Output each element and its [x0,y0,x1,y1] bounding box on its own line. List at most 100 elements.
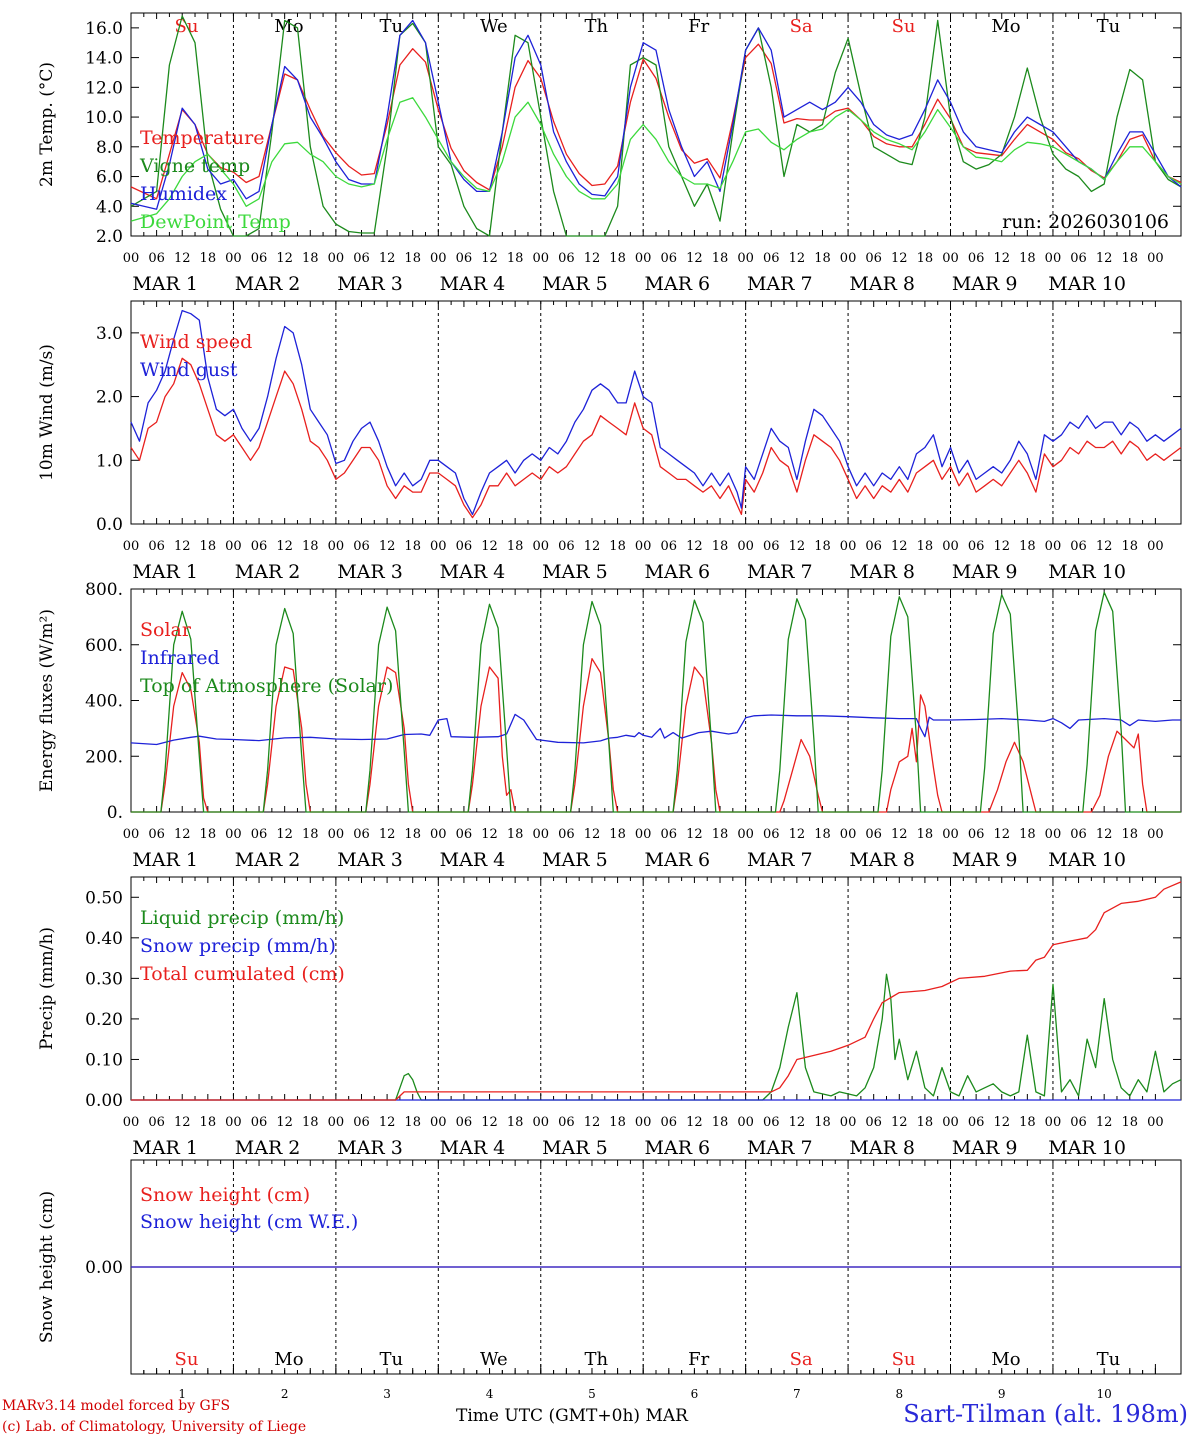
weekday-label: Tu [1097,16,1121,37]
weekday-label: Su [892,16,916,37]
weekday-label: Su [892,1349,916,1370]
hour-tick-label: 18 [200,1115,217,1130]
day-label: MAR 5 [542,273,608,295]
weekday-label: Su [175,1349,199,1370]
hour-tick-label: 06 [661,251,678,266]
hour-tick-label: 12 [174,251,191,266]
station-name: Sart-Tilman (alt. 198m) [903,1400,1188,1428]
y-tick-label: 12.0 [85,78,123,98]
day-label: MAR 4 [440,1137,506,1159]
hour-tick-label: 18 [1122,1115,1139,1130]
weekday-label: We [480,16,508,37]
y-tick-label: 6.0 [96,168,123,188]
day-label: MAR 2 [235,1137,301,1159]
series-line [131,973,1182,1101]
plot-frame [130,588,1182,813]
day-label: MAR 6 [645,273,711,295]
hour-tick-label: 00 [430,539,447,554]
hour-tick-label: 00 [942,539,959,554]
hour-tick-label: 18 [507,1115,524,1130]
hour-tick-label: 12 [686,539,703,554]
day-label: MAR 3 [337,273,403,295]
y-tick-label: 800. [85,580,123,600]
hour-tick-label: 06 [763,251,780,266]
panel-5: 0.00 Snow height (cm) Su Mo Tu We Th Fr Sa Su Mo Tu… [37,1159,1182,1401]
day-label: MAR 1 [132,1137,198,1159]
hour-tick-label: 06 [251,1115,268,1130]
hour-tick-label: 06 [456,827,473,842]
hour-tick-label: 18 [917,827,934,842]
series-line [130,97,1182,222]
hour-tick-label: 18 [814,1115,831,1130]
hour-tick-label: 06 [968,1115,985,1130]
day-label: MAR 1 [132,849,198,871]
day-label: MAR 6 [645,561,711,583]
day-label: MAR 4 [440,561,506,583]
hour-tick-label: 18 [302,827,319,842]
weekday-label: Mo [991,1349,1020,1370]
hour-tick-label: 00 [942,827,959,842]
hour-tick-label: 12 [276,539,293,554]
hour-tick-label: 00 [840,539,857,554]
series-line [130,357,1182,519]
hour-tick-label: 12 [379,251,396,266]
hour-tick-label: 06 [456,539,473,554]
hour-tick-label: 06 [661,539,678,554]
y-tick-label: 10.0 [85,108,123,128]
hour-tick-label: 00 [635,251,652,266]
weekday-label: Th [584,16,608,37]
hour-tick-label: 18 [507,539,524,554]
hour-tick-label: 18 [712,539,729,554]
series-line [130,15,1182,237]
hour-tick-label: 06 [251,251,268,266]
hour-tick-label: 06 [148,251,165,266]
day-label: MAR 2 [235,849,301,871]
hour-tick-label: 12 [1096,827,1113,842]
hour-tick-label: 00 [1147,251,1164,266]
hour-tick-label: 00 [1147,1115,1164,1130]
day-label: MAR 1 [132,273,198,295]
hour-tick-label: 06 [353,251,370,266]
day-label: MAR 3 [337,849,403,871]
panel-3: 0. 200. 400. 600. 800. Energy fluxes (W/m²) 00… [37,580,1182,871]
weekday-label: Tu [1097,1349,1121,1370]
legend-entry: Wind speed [140,331,252,353]
hour-tick-label: 00 [225,827,242,842]
plot-frame [130,12,1182,237]
hour-tick-label: 18 [917,539,934,554]
day-label: MAR 7 [747,561,813,583]
hour-tick-label: 00 [225,251,242,266]
day-number: 9 [998,1387,1006,1401]
hour-tick-label: 06 [1070,1115,1087,1130]
x-axis-month: MAR [645,1406,688,1426]
day-label: MAR 2 [235,273,301,295]
hour-tick-label: 00 [840,827,857,842]
hour-tick-label: 06 [456,1115,473,1130]
day-number: 7 [793,1387,801,1401]
hour-tick-label: 18 [1122,827,1139,842]
hour-tick-label: 18 [200,539,217,554]
day-label: MAR 9 [952,1137,1018,1159]
hour-tick-label: 18 [404,251,421,266]
hour-tick-label: 12 [993,539,1010,554]
hour-tick-label: 12 [584,539,601,554]
hour-tick-label: 06 [968,251,985,266]
hour-tick-label: 00 [635,1115,652,1130]
hour-tick-label: 06 [456,251,473,266]
legend-entry: DewPoint Temp [140,211,291,233]
weekday-label: Fr [688,16,709,37]
legend-entry: Humidex [140,183,227,205]
day-label: MAR 7 [747,849,813,871]
day-number: 3 [383,1387,391,1401]
plot-frame [130,300,1182,525]
hour-tick-label: 00 [328,1115,345,1130]
x-axis-title: Time UTC (GMT+0h) MAR [456,1406,688,1426]
series-line [130,713,1181,746]
y-tick-label: 3.0 [96,324,123,344]
hour-tick-label: 18 [200,827,217,842]
hour-tick-label: 12 [789,1115,806,1130]
hour-tick-label: 12 [174,1115,191,1130]
day-label: MAR 3 [337,561,403,583]
day-label: MAR 5 [542,849,608,871]
